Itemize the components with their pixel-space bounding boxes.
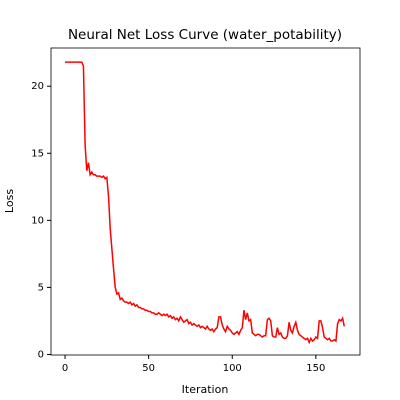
- loss-line: [65, 61, 346, 345]
- y-axis-label: Loss: [3, 189, 16, 213]
- x-tick-label: 100: [223, 363, 242, 374]
- y-tick-label: 5: [38, 282, 44, 293]
- y-tick-label: 0: [38, 349, 44, 360]
- y-tick-label: 10: [31, 215, 44, 226]
- x-tick-label: 0: [62, 363, 68, 374]
- chart-title: Neural Net Loss Curve (water_potability): [68, 27, 342, 43]
- x-tick-label: 150: [306, 363, 325, 374]
- x-tick-label: 50: [142, 363, 155, 374]
- y-tick-label: 20: [31, 81, 44, 92]
- x-axis-label: Iteration: [182, 383, 229, 396]
- plot-frame: [50, 47, 361, 356]
- y-tick-label: 15: [31, 148, 44, 159]
